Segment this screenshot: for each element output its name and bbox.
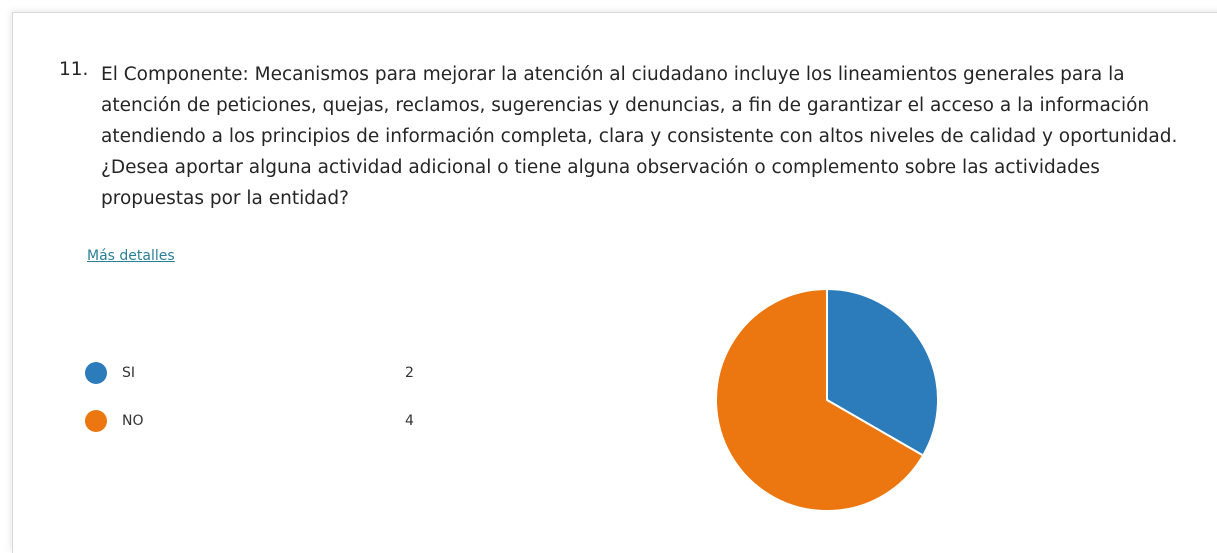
question-card: 11. El Componente: Mecanismos para mejor… (12, 12, 1217, 553)
legend-count: 4 (405, 413, 414, 429)
legend-label: NO (122, 413, 144, 429)
legend-dot (85, 410, 107, 432)
pie-slice (826, 287, 939, 457)
pie-slice (715, 287, 925, 512)
legend-label: SI (122, 365, 135, 381)
question-number: 11. (59, 59, 89, 80)
legend-dot (85, 362, 107, 384)
legend-count: 2 (405, 365, 414, 381)
question-text: El Componente: Mecanismos para mejorar l… (101, 64, 1178, 209)
details-link[interactable]: Más detalles (87, 248, 175, 264)
